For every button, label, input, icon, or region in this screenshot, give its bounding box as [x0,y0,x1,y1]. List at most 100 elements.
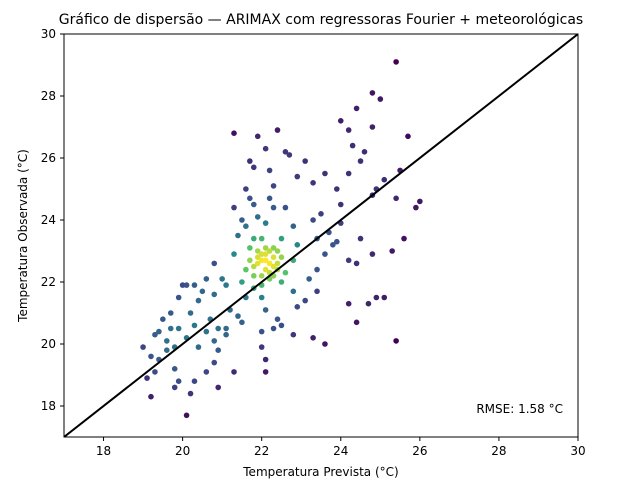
scatter-point [270,245,277,251]
scatter-point [262,245,269,251]
scatter-point [215,384,221,391]
scatter-point [266,260,273,267]
rmse-annotation: RMSE: 1.58 °C [476,402,563,416]
scatter-point [401,235,407,242]
scatter-point [203,276,210,282]
scatter-point [148,353,154,360]
scatter-point [235,313,241,319]
scatter-point [266,167,273,174]
scatter-point [270,204,277,211]
scatter-points [140,59,423,419]
scatter-point [250,164,257,171]
scatter-point [231,251,237,257]
x-tick-label: 18 [96,444,111,458]
scatter-point [282,204,289,211]
scatter-point [239,217,245,223]
y-axis-ticks: 18 20 22 24 26 28 30 [41,27,64,413]
scatter-point [164,338,170,344]
scatter-point [223,331,229,338]
scatter-point [274,260,281,267]
x-tick-label: 22 [254,444,269,458]
scatter-point [171,384,178,391]
y-axis-label: Temperatura Observada (°C) [16,149,30,323]
scatter-point [282,269,289,276]
scatter-point [290,223,297,229]
scatter-point [274,248,281,254]
scatter-point [175,294,182,301]
scatter-point [211,291,218,298]
scatter-point [353,105,360,112]
scatter-point [270,325,277,332]
scatter-point [223,282,229,288]
x-tick-label: 24 [333,444,348,458]
scatter-point [349,142,356,149]
scatter-point [314,266,320,273]
scatter-point [302,158,308,164]
scatter-point [156,328,162,335]
scatter-point [211,359,218,366]
scatter-point [175,325,182,332]
scatter-point [235,232,241,239]
y-tick-label: 24 [41,213,56,227]
scatter-point [167,325,174,332]
scatter-point [175,378,182,385]
scatter-point [195,297,202,304]
scatter-point [345,170,352,177]
scatter-point [274,127,281,133]
scatter-point [250,273,257,279]
scatter-point [243,266,249,273]
scatter-point [373,294,380,301]
scatter-point [247,195,253,202]
scatter-point [250,201,257,208]
scatter-point [337,118,344,124]
scatter-point [258,344,265,350]
scatter-point [254,254,261,260]
scatter-point [183,282,190,288]
y-tick-label: 28 [41,89,56,103]
scatter-point [250,235,257,242]
scatter-point [302,297,308,304]
scatter-point [211,260,218,267]
scatter-point [345,127,352,133]
scatter-point [152,369,158,375]
chart-title: Gráfico de dispersão — ARIMAX com regres… [59,12,583,28]
x-axis-ticks: 18 20 22 24 26 28 30 [96,437,586,458]
scatter-point [318,211,324,217]
scatter-point [262,369,269,375]
scatter-point [365,300,372,307]
scatter-point [247,257,253,264]
scatter-point [369,124,376,130]
scatter-point [282,149,289,155]
x-tick-label: 30 [570,444,585,458]
scatter-point [345,300,352,307]
scatter-point [152,331,158,338]
scatter-point [322,251,328,257]
scatter-point [243,186,249,192]
scatter-point [199,288,206,295]
scatter-point [262,307,269,313]
x-tick-label: 28 [491,444,506,458]
scatter-point [187,390,194,397]
scatter-point [211,338,218,344]
scatter-point [215,347,221,354]
scatter-point [393,59,399,65]
scatter-point [254,214,261,220]
scatter-point [148,393,154,400]
scatter-point [187,310,194,316]
scatter-point [353,260,360,267]
scatter-point [381,176,388,183]
scatter-point [357,158,364,164]
scatter-point [310,180,316,186]
y-tick-label: 30 [41,27,56,41]
scatter-point [290,331,297,338]
scatter-point [262,145,269,152]
scatter-point [203,328,210,335]
scatter-point [250,263,257,270]
scatter-point [140,344,146,350]
scatter-point [322,170,328,177]
scatter-point [278,322,285,329]
scatter-point [393,195,399,202]
scatter-point [306,276,312,282]
scatter-point [195,344,202,350]
